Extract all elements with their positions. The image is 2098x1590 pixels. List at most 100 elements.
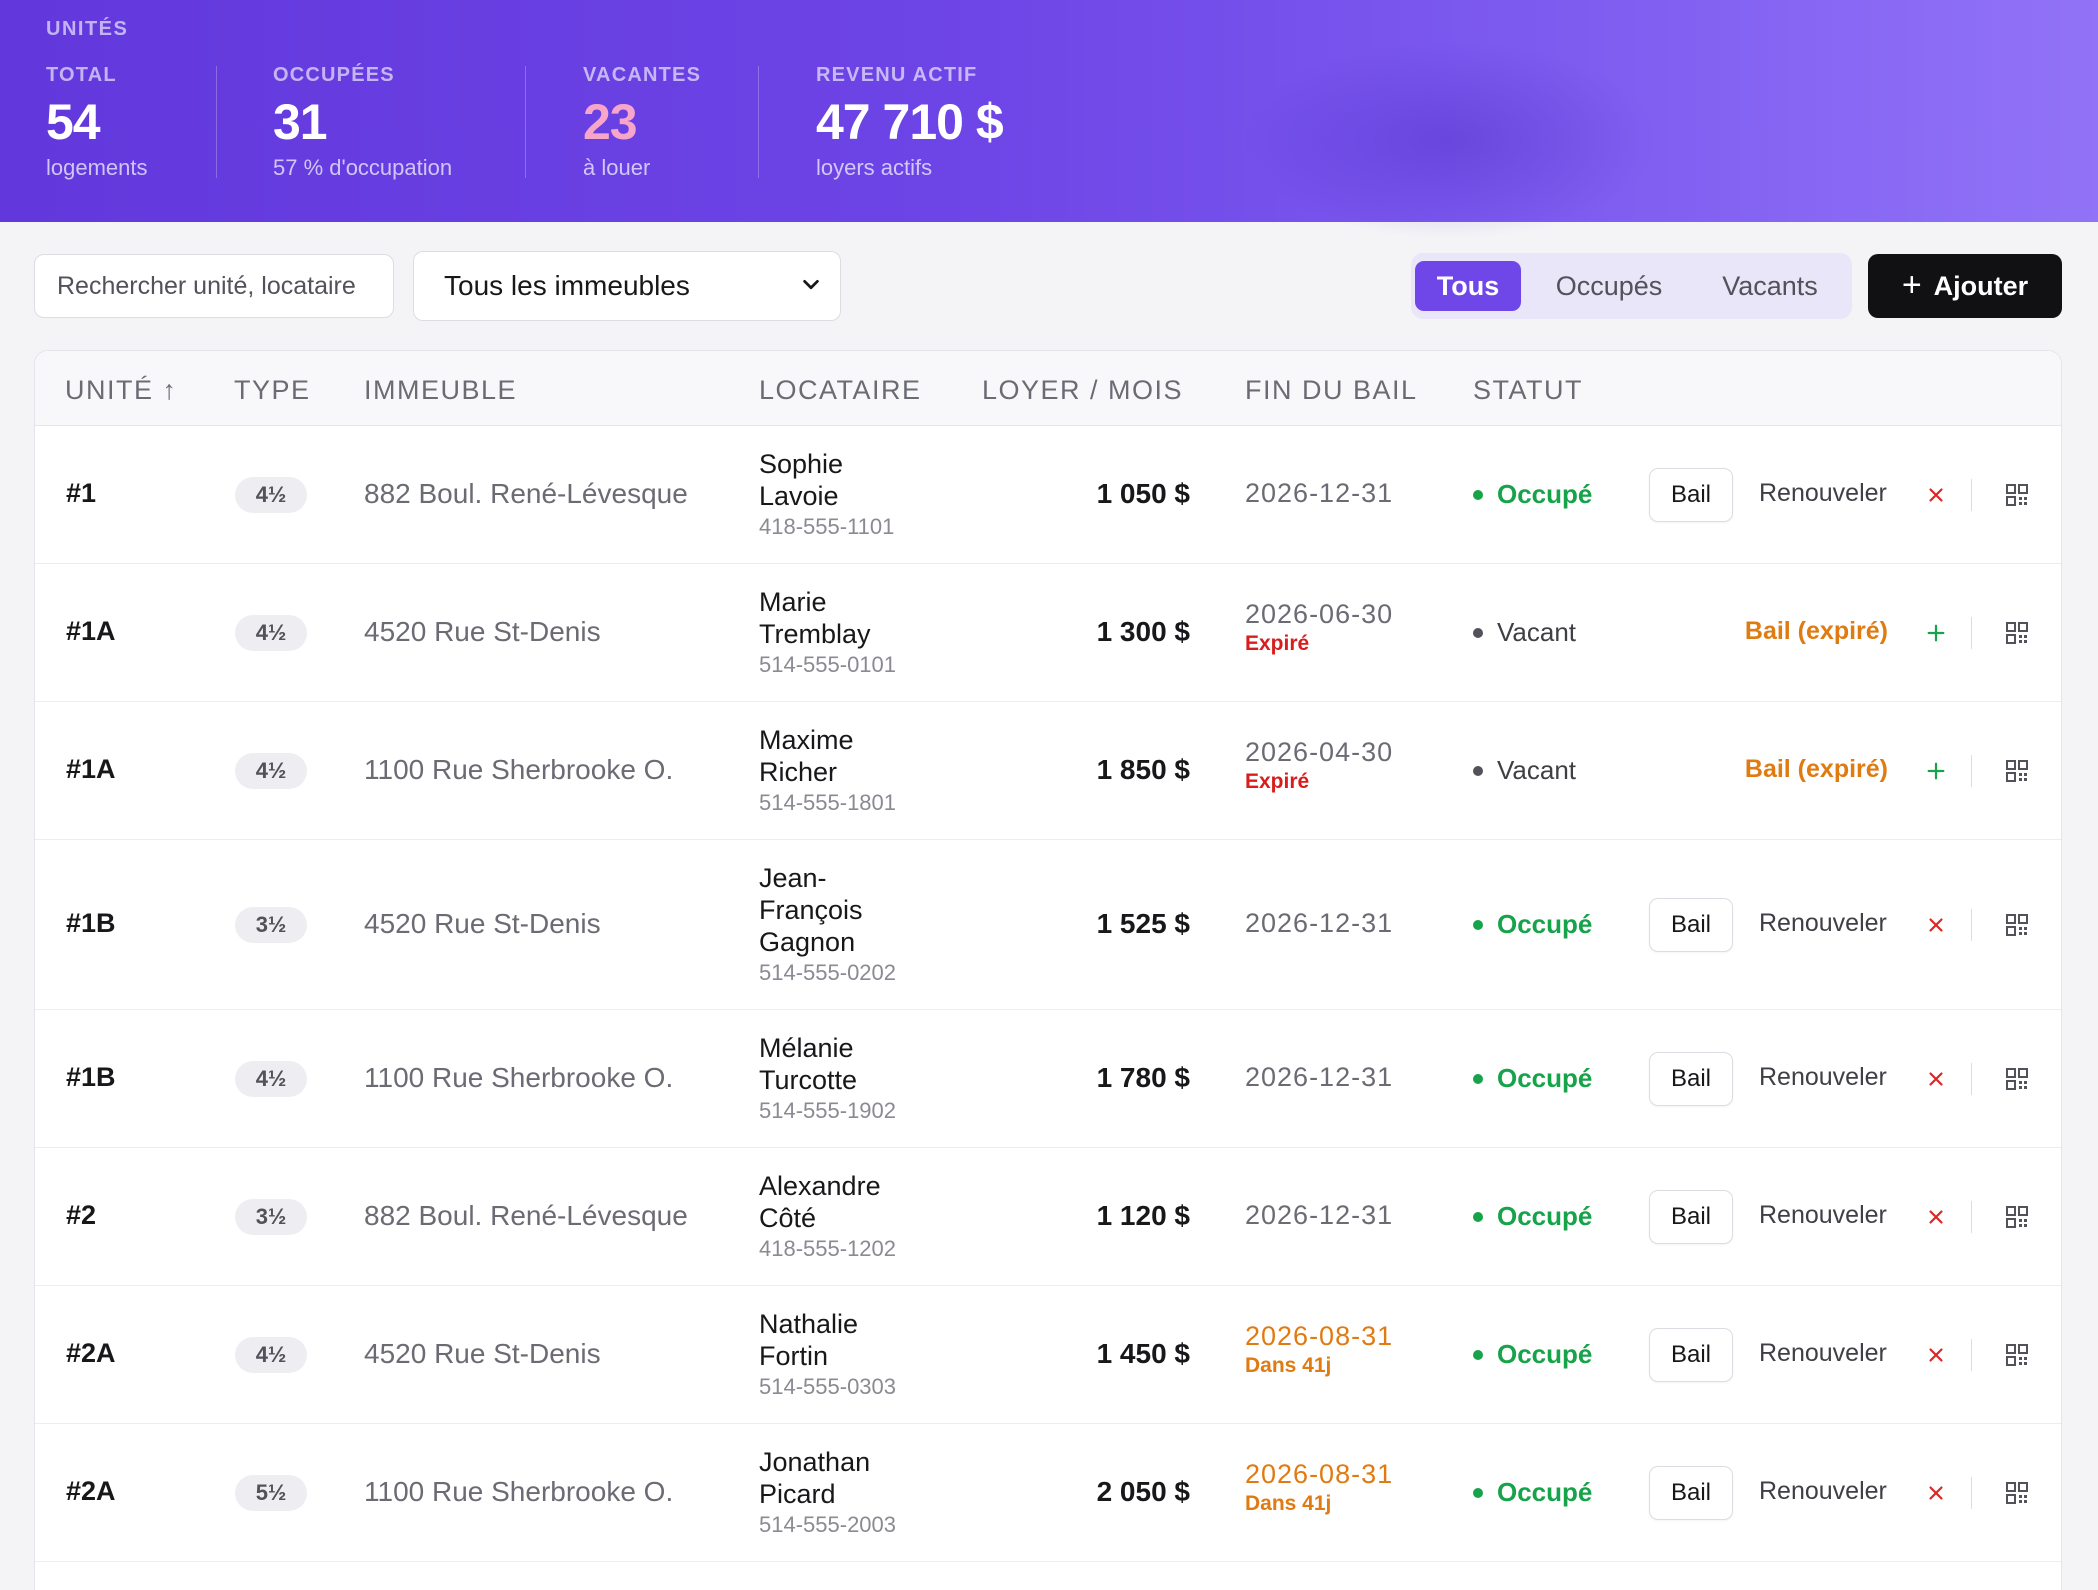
lease-end-cell: 2026-08-31 Dans 41j	[1245, 1459, 1393, 1516]
renew-link[interactable]: Renouveler	[1759, 909, 1887, 937]
unit-number[interactable]: #2A	[66, 1338, 116, 1368]
table-row[interactable]: #1 4½ 882 Boul. René-Lévesque Sophie Lavo…	[35, 426, 2061, 564]
tenant-name: François	[759, 895, 863, 925]
close-icon[interactable]	[1925, 1068, 1947, 1090]
table-row[interactable]: #1A 4½ 4520 Rue St-Denis Marie Tremblay 5…	[35, 564, 2061, 702]
tenant-name: Richer	[759, 757, 838, 787]
add-unit-button[interactable]: + Ajouter	[1868, 254, 2062, 318]
expired-lease-link[interactable]: Bail (expiré)	[1744, 617, 1888, 645]
lease-button[interactable]: Bail	[1649, 1052, 1733, 1106]
action-divider	[1971, 1339, 1972, 1371]
table-row[interactable]: #2A 4½ 4520 Rue St-Denis Nathalie Fortin …	[35, 1286, 2061, 1424]
column-header-lease-end: FIN DU BAIL	[1245, 375, 1418, 405]
renew-link[interactable]: Renouveler	[1759, 1339, 1887, 1367]
stat-sub: logements	[46, 155, 148, 180]
close-icon[interactable]	[1925, 1344, 1947, 1366]
expired-lease-link[interactable]: Bail (expiré)	[1744, 755, 1888, 783]
unit-type-badge: 3½	[235, 907, 307, 943]
stat-revenue: REVENU ACTIF 47 710 $ loyers actifs	[816, 64, 1004, 181]
tenant-name: Côté	[759, 1203, 817, 1233]
action-divider	[1971, 479, 1972, 511]
tenant-phone: 418-555-1101	[759, 514, 895, 539]
lease-button[interactable]: Bail	[1649, 1190, 1733, 1244]
plus-icon[interactable]	[1925, 760, 1947, 782]
lease-end-date: 2026-04-30	[1245, 737, 1394, 767]
lease-end-date: 2026-06-30	[1245, 599, 1394, 629]
lease-note: Expiré	[1245, 770, 1310, 793]
qr-code-icon[interactable]	[2005, 913, 2029, 937]
monthly-rent: 1 850 $	[1096, 754, 1190, 785]
qr-code-icon[interactable]	[2005, 621, 2029, 645]
close-icon[interactable]	[1925, 484, 1947, 506]
unit-type-badge: 4½	[235, 1337, 307, 1373]
table-row[interactable]: #2A 5½ 1100 Rue Sherbrooke O. Jonathan Pi…	[35, 1424, 2061, 1562]
lease-button[interactable]: Bail	[1649, 898, 1733, 952]
table-row[interactable]: #2 3½ 882 Boul. René-Lévesque Alexandre C…	[35, 1148, 2061, 1286]
table-row[interactable]: #1B 3½ 4520 Rue St-Denis Jean- François Ga…	[35, 840, 2061, 1010]
action-divider	[1971, 617, 1972, 649]
building-filter-select[interactable]: Tous les immeubles	[413, 251, 841, 321]
renew-link[interactable]: Renouveler	[1759, 479, 1887, 507]
column-header-type: TYPE	[234, 375, 311, 405]
lease-button[interactable]: Bail	[1649, 1466, 1733, 1520]
lease-button[interactable]: Bail	[1649, 1328, 1733, 1382]
tenant-name: Maxime	[759, 725, 854, 755]
monthly-rent: 1 050 $	[1096, 478, 1190, 509]
lease-end-date: 2026-12-31	[1245, 1062, 1394, 1092]
close-icon[interactable]	[1925, 914, 1947, 936]
tenant-cell: Jonathan Picard 514-555-2003	[759, 1446, 896, 1540]
unit-number[interactable]: #1B	[66, 1062, 116, 1092]
renew-link[interactable]: Renouveler	[1759, 1477, 1887, 1505]
close-icon[interactable]	[1925, 1482, 1947, 1504]
tenant-name: Nathalie	[759, 1309, 859, 1339]
status-dot	[1473, 765, 1483, 776]
lease-end-date: 2026-12-31	[1245, 908, 1394, 938]
unit-type-badge: 3½	[235, 1199, 307, 1235]
renew-link[interactable]: Renouveler	[1759, 1201, 1887, 1229]
qr-code-icon[interactable]	[2005, 1481, 2029, 1505]
segment-all[interactable]: Tous	[1415, 261, 1521, 311]
table-row[interactable]: #1B 4½ 1100 Rue Sherbrooke O. Mélanie Tur…	[35, 1010, 2061, 1148]
unit-number[interactable]: #1A	[66, 616, 116, 646]
stat-occupied: OCCUPÉES 31 57 % d'occupation	[273, 64, 452, 181]
tenant-name: Sophie	[759, 449, 844, 479]
tenant-phone: 514-555-2003	[759, 1512, 897, 1537]
lease-note: Dans 41j	[1245, 1492, 1332, 1515]
unit-type-badge: 5½	[235, 1475, 307, 1511]
unit-type-badge: 4½	[235, 753, 307, 789]
unit-type-badge: 4½	[235, 615, 307, 651]
status-badge: Occupé	[1473, 1477, 1592, 1508]
stat-value: 31	[273, 94, 328, 150]
unit-number[interactable]: #1	[66, 478, 97, 508]
tenant-name: Turcotte	[759, 1065, 858, 1095]
search-input[interactable]	[34, 254, 394, 318]
qr-code-icon[interactable]	[2005, 759, 2029, 783]
plus-icon[interactable]	[1925, 622, 1947, 644]
stat-label: TOTAL	[46, 64, 117, 86]
building-address: 1100 Rue Sherbrooke O.	[364, 1062, 674, 1093]
close-icon[interactable]	[1925, 1206, 1947, 1228]
segment-vacant[interactable]: Vacants	[1722, 270, 1818, 301]
lease-button[interactable]: Bail	[1649, 468, 1733, 522]
qr-code-icon[interactable]	[2005, 1205, 2029, 1229]
status-dot	[1473, 627, 1483, 638]
section-title: UNITÉS	[46, 18, 129, 40]
status-label: Occupé	[1497, 1339, 1593, 1369]
table-row[interactable]: #1A 4½ 1100 Rue Sherbrooke O. Maxime Rich…	[35, 702, 2061, 840]
unit-number[interactable]: #2A	[66, 1476, 116, 1506]
qr-code-icon[interactable]	[2005, 1067, 2029, 1091]
unit-type-badge: 4½	[235, 477, 307, 513]
status-label: Occupé	[1497, 909, 1593, 939]
qr-code-icon[interactable]	[2005, 483, 2029, 507]
unit-number[interactable]: #1B	[66, 908, 116, 938]
monthly-rent: 1 525 $	[1096, 908, 1190, 939]
unit-number[interactable]: #2	[66, 1200, 97, 1230]
lease-note: Expiré	[1245, 632, 1310, 655]
renew-link[interactable]: Renouveler	[1759, 1063, 1887, 1091]
qr-code-icon[interactable]	[2005, 1343, 2029, 1367]
segment-occupied[interactable]: Occupés	[1555, 270, 1663, 301]
tenant-cell: Alexandre Côté 418-555-1202	[759, 1170, 896, 1264]
action-divider	[1971, 755, 1972, 787]
column-header-unit[interactable]: UNITÉ ↑	[65, 375, 178, 405]
unit-number[interactable]: #1A	[66, 754, 116, 784]
